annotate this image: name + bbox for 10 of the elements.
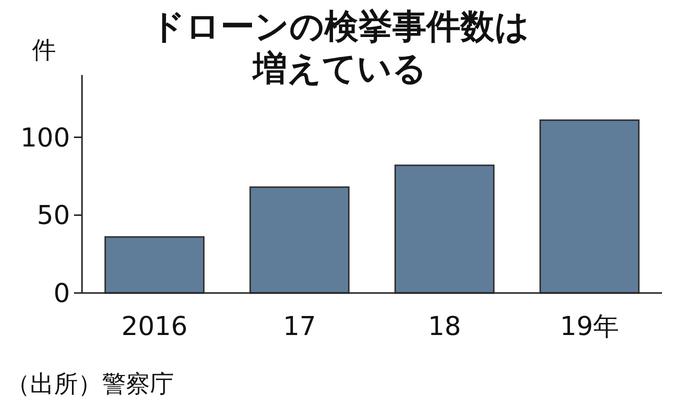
x-tick-label: 18	[428, 312, 462, 342]
x-tick-label: 17	[282, 312, 316, 342]
y-axis-title: 件	[32, 36, 56, 64]
chart-title: ドローンの検挙事件数は増えている	[150, 6, 530, 90]
x-tick-label: 19年	[560, 312, 620, 342]
y-tick-label: 50	[36, 201, 70, 232]
text: （出所）警察庁	[6, 370, 174, 398]
y-tick-label: 0	[53, 279, 70, 309]
y-tick-label: 100	[20, 123, 70, 154]
x-tick-label: 2016	[121, 312, 188, 342]
